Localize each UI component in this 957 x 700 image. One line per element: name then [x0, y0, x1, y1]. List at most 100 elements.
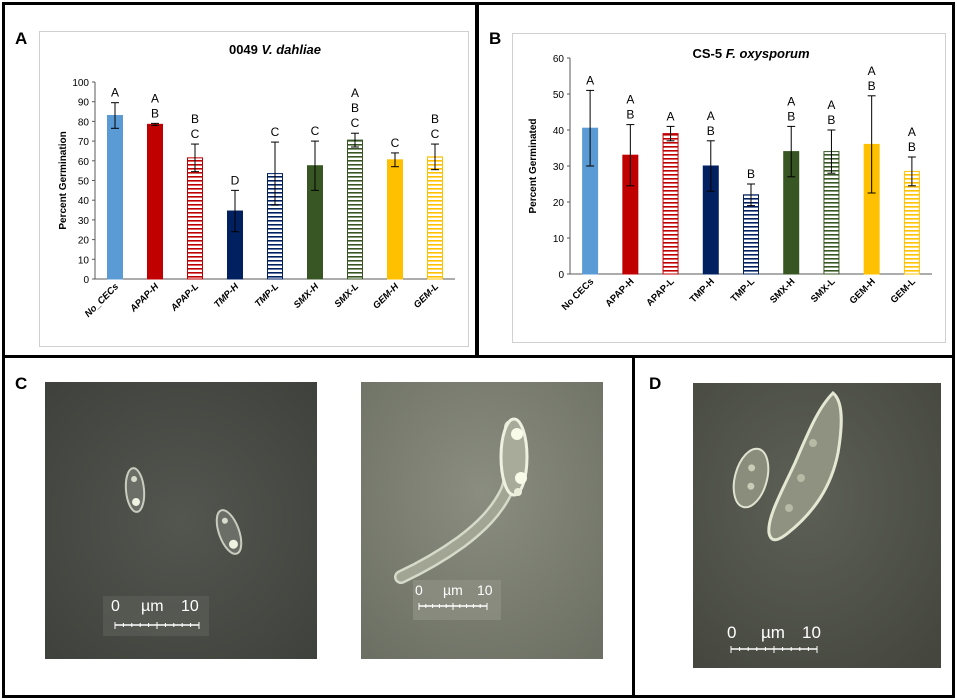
significance-letter: B — [431, 112, 439, 126]
scale-start-label: 0 — [727, 623, 737, 642]
panel-a: A 0049 V. dahliae Percent Germination 0 10 2… — [2, 2, 478, 358]
y-tick-label: 80 — [78, 117, 90, 128]
y-tick-label: 50 — [553, 90, 565, 101]
scale-end-label: 10 — [181, 598, 199, 615]
bar-APAP-H — [147, 123, 163, 280]
scale-ruler — [730, 646, 818, 653]
y-tick-label: 90 — [78, 98, 90, 109]
panel-a-letter: A — [15, 29, 28, 48]
y-tick-label: 50 — [78, 177, 90, 188]
scale-end-label: 10 — [802, 623, 821, 642]
bar-APAP-L — [662, 133, 679, 275]
significance-letter: B — [151, 106, 159, 120]
micrograph-conidia: 0 µm 10 — [45, 382, 317, 659]
y-axis-label: Percent Germination — [58, 131, 69, 229]
category-label: GEM-L — [412, 281, 442, 311]
scale-bar-box: 0 µm 10 — [413, 580, 501, 620]
y-tick-label: 20 — [78, 236, 90, 247]
germination-chart-foxysporum: CS-5 F. oxysporum Percent Germinated 0 10 20… — [528, 46, 932, 313]
significance-letter: C — [271, 125, 280, 139]
germination-chart-vdahliae: 0049 V. dahliae Percent Germination 0 10 20 3… — [58, 42, 455, 320]
significance-letter: A — [827, 98, 835, 112]
significance-letter: A — [868, 64, 876, 78]
chart-title: 0049 V. dahliae — [229, 42, 321, 57]
category-label: SMX-L — [809, 276, 838, 305]
bar-No_CECs — [107, 114, 123, 280]
y-tick-label: 0 — [83, 275, 89, 286]
scale-ruler — [114, 622, 200, 629]
bar-SMX-L — [347, 139, 363, 280]
conidium-cell — [732, 447, 770, 509]
micrograph-macroconidium: 0 µm 10 — [693, 383, 941, 668]
category-label: GEM-L — [889, 276, 919, 306]
significance-letter: C — [311, 124, 320, 138]
category-label: GEM-H — [848, 276, 878, 306]
category-label: TMP-L — [729, 276, 757, 304]
panel-c: C 0 µm — [2, 355, 635, 698]
significance-letter: C — [391, 136, 400, 150]
panel-b: B CS-5 F. oxysporum Percent Germinated 0 10… — [476, 2, 955, 358]
y-tick-label: 30 — [78, 216, 90, 227]
scale-start-label: 0 — [415, 582, 423, 598]
category-label: SMX-H — [768, 276, 798, 306]
scale-bar-box: 0 µm 10 — [719, 621, 829, 661]
y-tick-label: 40 — [553, 126, 565, 137]
micrograph-germinating-conidium: 0 µm 10 — [361, 382, 603, 659]
significance-letter: A — [586, 73, 594, 87]
macroconidium-image — [693, 383, 941, 668]
bar-GEM-H — [387, 159, 403, 280]
significance-letter: B — [191, 112, 199, 126]
y-axis-label: Percent Germinated — [528, 118, 539, 213]
significance-letter: C — [431, 127, 440, 141]
scale-end-label: 10 — [477, 582, 493, 598]
category-label: APAP-H — [603, 276, 636, 309]
category-label: SMX-H — [292, 281, 322, 311]
panel-d: D 0 µm 10 — [632, 355, 955, 698]
significance-letter: B — [351, 101, 359, 115]
y-tick-label: 0 — [558, 270, 564, 281]
scale-unit-label: µm — [761, 623, 785, 642]
significance-letter: A — [707, 109, 715, 123]
conidium-cell — [124, 467, 146, 513]
significance-letter: D — [231, 173, 240, 187]
significance-letter: B — [626, 108, 634, 122]
category-label: SMX-L — [332, 281, 361, 310]
y-tick-label: 40 — [78, 196, 90, 207]
significance-letter: A — [908, 125, 916, 139]
y-tick-label: 10 — [78, 255, 90, 266]
significance-letter: B — [707, 124, 715, 138]
significance-letter: A — [351, 86, 359, 100]
scale-unit-label: µm — [443, 582, 463, 598]
macroconidium-cell — [767, 390, 843, 542]
significance-letter: A — [787, 94, 795, 108]
significance-letter: A — [626, 93, 634, 107]
category-label: No_CECs — [83, 281, 121, 319]
panel-c-letter: C — [15, 374, 28, 393]
category-label: APAP-L — [168, 281, 201, 314]
category-label: APAP-H — [127, 281, 162, 316]
category-label: TMP-L — [253, 281, 281, 309]
y-tick-label: 30 — [553, 162, 565, 173]
y-tick-label: 100 — [72, 78, 89, 89]
bar-GEM-L — [903, 170, 920, 275]
germinating-conidium-image — [361, 382, 603, 659]
y-tick-label: 60 — [78, 157, 90, 168]
category-label: TMP-H — [688, 276, 717, 305]
y-tick-label: 60 — [553, 54, 565, 65]
significance-letter: A — [667, 109, 675, 123]
panel-b-plot-frame: CS-5 F. oxysporum Percent Germinated 0 10 20… — [512, 33, 946, 343]
bar-APAP-L — [187, 157, 203, 280]
significance-letter: B — [787, 109, 795, 123]
significance-letter: B — [908, 140, 916, 154]
y-tick-label: 10 — [553, 234, 565, 245]
significance-letter: C — [351, 116, 360, 130]
significance-letter: B — [868, 79, 876, 93]
scale-ruler — [418, 603, 488, 610]
category-label: APAP-L — [644, 276, 676, 308]
panel-a-plot-frame: 0049 V. dahliae Percent Germination 0 10 20 3… — [39, 31, 469, 347]
category-label: TMP-H — [212, 281, 242, 311]
conidium-cell — [215, 509, 243, 555]
bar-TMP-L — [743, 194, 759, 275]
significance-letter: A — [111, 86, 119, 100]
scale-unit-label: µm — [141, 598, 164, 615]
